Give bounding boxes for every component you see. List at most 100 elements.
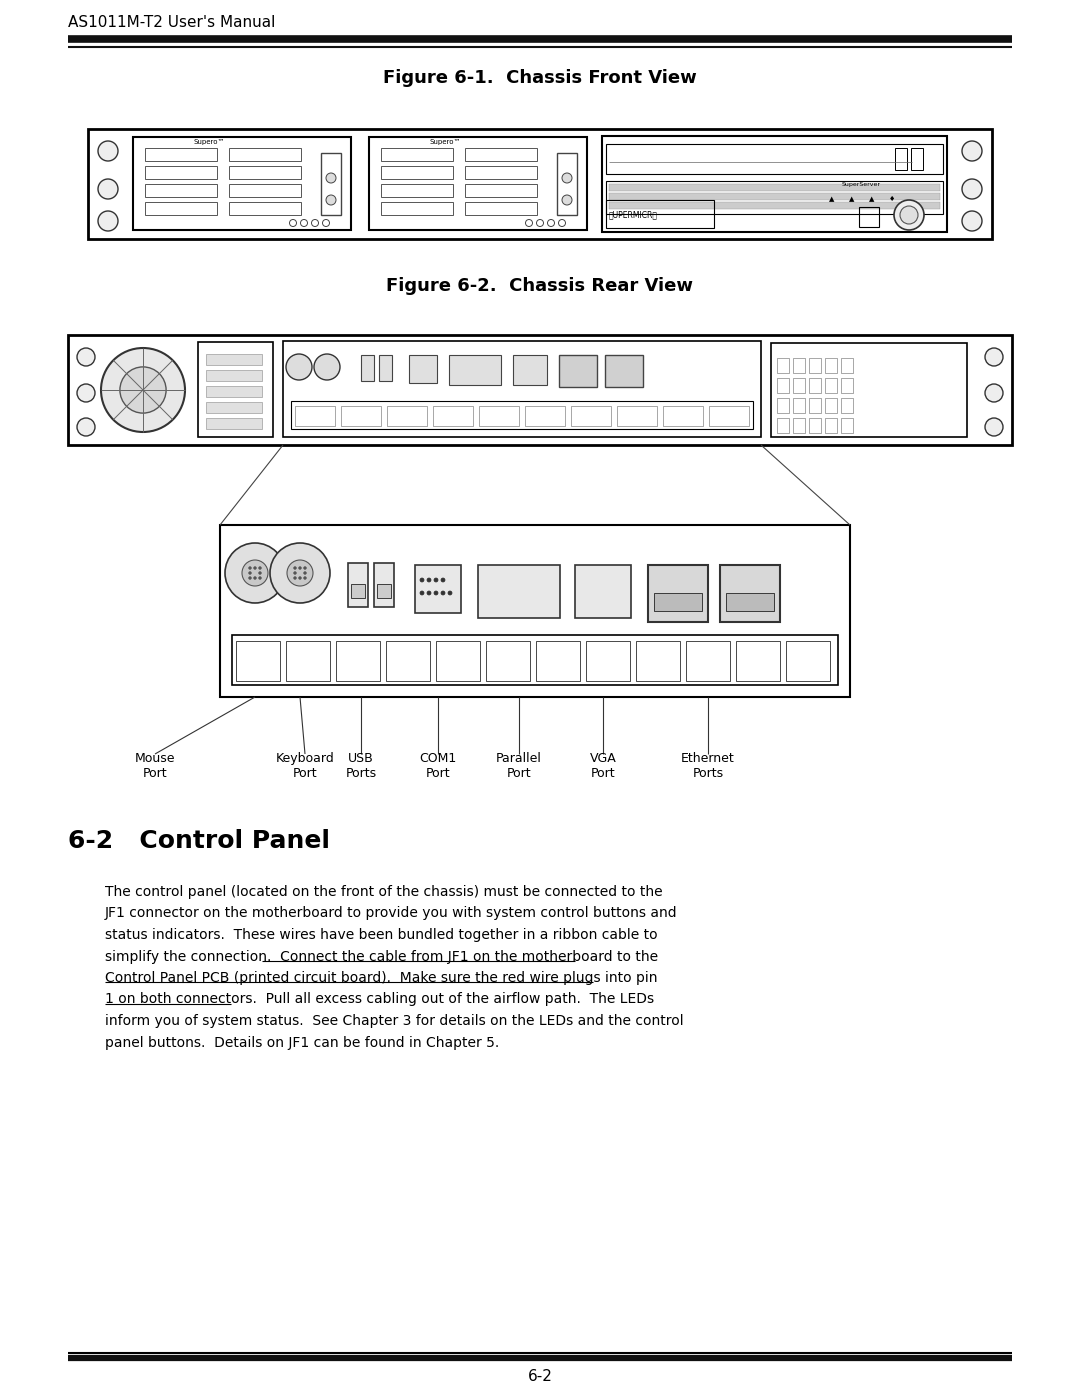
Circle shape	[98, 179, 118, 198]
Circle shape	[420, 578, 424, 583]
Bar	[206, 418, 262, 429]
Circle shape	[120, 367, 166, 414]
Bar	[377, 584, 391, 598]
Bar	[609, 193, 940, 200]
Bar	[809, 418, 821, 433]
Circle shape	[326, 173, 336, 183]
Circle shape	[242, 560, 268, 585]
Bar	[145, 184, 217, 197]
Circle shape	[98, 141, 118, 161]
Text: Keyboard
Port: Keyboard Port	[275, 752, 335, 780]
Text: inform you of system status.  See Chapter 3 for details on the LEDs and the cont: inform you of system status. See Chapter…	[105, 1014, 684, 1028]
Bar	[480, 407, 519, 426]
Circle shape	[448, 591, 453, 595]
Circle shape	[286, 353, 312, 380]
Bar	[321, 154, 341, 215]
Bar	[387, 407, 427, 426]
Bar	[145, 203, 217, 215]
Circle shape	[259, 577, 261, 580]
Bar	[449, 355, 501, 386]
Bar	[654, 592, 702, 610]
Circle shape	[900, 205, 918, 224]
Circle shape	[294, 567, 296, 570]
Bar	[486, 641, 530, 680]
Text: ▲: ▲	[829, 196, 835, 203]
Bar	[777, 358, 789, 373]
Bar	[895, 148, 907, 170]
Circle shape	[427, 591, 431, 595]
Circle shape	[303, 571, 307, 574]
Bar	[465, 184, 537, 197]
Circle shape	[962, 141, 982, 161]
Text: simplify the connection.  Connect the cable from JF1 on the motherboard to the: simplify the connection. Connect the cab…	[105, 950, 658, 964]
Bar	[793, 379, 805, 393]
Circle shape	[420, 591, 424, 595]
Bar	[513, 355, 546, 386]
Circle shape	[427, 578, 431, 583]
Bar	[663, 407, 703, 426]
Bar	[87, 129, 993, 239]
Bar	[341, 407, 381, 426]
Bar	[777, 379, 789, 393]
Bar	[825, 379, 837, 393]
Circle shape	[287, 560, 313, 585]
Text: JF1 connector on the motherboard to provide you with system control buttons and: JF1 connector on the motherboard to prov…	[105, 907, 677, 921]
Bar	[571, 407, 611, 426]
Bar	[536, 641, 580, 680]
Bar	[369, 137, 588, 231]
Circle shape	[294, 571, 296, 574]
Circle shape	[962, 211, 982, 231]
Circle shape	[294, 577, 296, 580]
Bar	[809, 379, 821, 393]
Text: ♦: ♦	[889, 196, 895, 203]
Circle shape	[303, 567, 307, 570]
Bar	[198, 342, 273, 437]
Circle shape	[962, 179, 982, 198]
Bar	[361, 355, 374, 381]
Text: 6-2: 6-2	[527, 1369, 553, 1384]
Circle shape	[248, 571, 252, 574]
Circle shape	[248, 577, 252, 580]
Text: The control panel (located on the front of the chassis) must be connected to the: The control panel (located on the front …	[105, 886, 663, 900]
Text: AS1011M-T2 User's Manual: AS1011M-T2 User's Manual	[68, 15, 275, 29]
Bar	[286, 641, 330, 680]
Bar	[912, 148, 923, 170]
Circle shape	[434, 578, 438, 583]
Bar	[648, 564, 708, 622]
Circle shape	[77, 384, 95, 402]
Bar	[602, 136, 947, 232]
Bar	[617, 407, 657, 426]
Bar	[777, 398, 789, 414]
Text: Control Panel PCB (printed circuit board).  Make sure the red wire plugs into pi: Control Panel PCB (printed circuit board…	[105, 971, 658, 985]
Bar	[379, 355, 392, 381]
Circle shape	[299, 577, 301, 580]
Circle shape	[225, 543, 285, 604]
Bar	[609, 184, 940, 191]
Text: ⓈUPERMICRⓞ: ⓈUPERMICRⓞ	[609, 210, 658, 219]
Bar	[295, 407, 335, 426]
Bar	[206, 353, 262, 365]
Bar	[68, 335, 1012, 446]
Bar	[841, 398, 853, 414]
Circle shape	[894, 200, 924, 231]
Circle shape	[985, 384, 1003, 402]
Circle shape	[441, 578, 445, 583]
Circle shape	[434, 591, 438, 595]
Bar	[381, 148, 453, 161]
Circle shape	[248, 567, 252, 570]
Bar	[859, 207, 879, 226]
Bar	[841, 418, 853, 433]
Bar	[145, 166, 217, 179]
Text: Supero™: Supero™	[193, 138, 225, 145]
Text: panel buttons.  Details on JF1 can be found in Chapter 5.: panel buttons. Details on JF1 can be fou…	[105, 1035, 499, 1049]
Bar	[726, 592, 774, 610]
Bar	[232, 636, 838, 685]
Bar	[525, 407, 565, 426]
Bar	[825, 398, 837, 414]
Bar	[374, 563, 394, 608]
Bar	[229, 203, 301, 215]
Bar	[735, 641, 780, 680]
Text: ▲: ▲	[849, 196, 854, 203]
Bar	[606, 200, 714, 228]
Bar	[636, 641, 680, 680]
